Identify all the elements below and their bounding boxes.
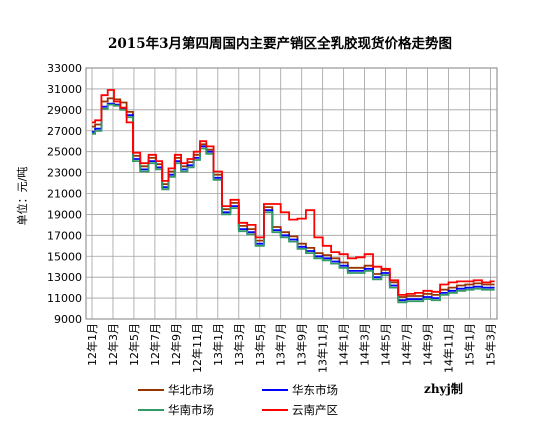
x-tick-label: 13年9月 <box>295 323 309 366</box>
series-lines <box>92 89 495 304</box>
series-line-4 <box>92 89 495 296</box>
y-tick-label: 13000 <box>47 271 82 284</box>
x-axis-ticks: 12年1月 12年3月 12年5月 12年7月 12年9月 12年11月 13年1月 13年3… <box>85 323 497 373</box>
x-tick-label: 13年7月 <box>274 323 288 366</box>
y-tick-label: 27000 <box>47 125 82 138</box>
credit-label: zhyj制 <box>424 381 463 396</box>
y-tick-label: 23000 <box>47 167 82 180</box>
y-tick-label: 33000 <box>47 62 82 75</box>
x-tick-label: 13年1月 <box>211 323 225 366</box>
grid-lines <box>86 68 497 319</box>
chart-title: 2015年3月第四周国内主要产销区全乳胶现货价格走势图 <box>108 35 452 52</box>
x-tick-label: 12年1月 <box>85 323 99 366</box>
x-tick-label: 14年3月 <box>358 323 372 366</box>
y-tick-label: 17000 <box>47 229 82 242</box>
x-tick-label: 14年7月 <box>400 323 414 366</box>
y-axis-ticks: 33000 31000 29000 27000 25000 23000 21000 19000… <box>47 62 82 326</box>
x-tick-label: 14年11月 <box>441 323 455 373</box>
legend-label-3: 华南市场 <box>168 403 214 417</box>
legend-label-2: 华东市场 <box>292 383 338 397</box>
x-tick-label: 12年7月 <box>148 323 162 366</box>
series-line-3 <box>92 103 495 304</box>
y-tick-label: 21000 <box>47 188 82 201</box>
x-tick-label: 12年3月 <box>106 323 120 366</box>
y-tick-label: 15000 <box>47 250 82 263</box>
x-tick-label: 14年1月 <box>337 323 351 366</box>
x-tick-label: 15年3月 <box>483 323 497 366</box>
y-axis-title: 单位：元/吨 <box>15 167 29 226</box>
y-tick-label: 19000 <box>47 208 82 221</box>
x-tick-label: 12年9月 <box>169 323 183 366</box>
legend-label-4: 云南产区 <box>292 403 338 417</box>
y-tick-label: 25000 <box>47 146 82 159</box>
x-tick-label: 15年1月 <box>462 323 476 366</box>
y-tick-label: 31000 <box>47 83 82 96</box>
x-tick-label: 13年11月 <box>316 323 330 373</box>
y-tick-label: 29000 <box>47 104 82 117</box>
x-tick-label: 14年9月 <box>421 323 435 366</box>
x-tick-label: 14年5月 <box>379 323 393 366</box>
x-tick-label: 13年3月 <box>232 323 246 366</box>
y-tick-label: 9000 <box>54 313 82 326</box>
x-tick-label: 12年5月 <box>127 323 141 366</box>
legend-label-1: 华北市场 <box>168 383 214 397</box>
x-tick-label: 12年11月 <box>190 323 204 373</box>
x-tick-label: 13年5月 <box>253 323 267 366</box>
y-tick-label: 11000 <box>47 292 82 305</box>
